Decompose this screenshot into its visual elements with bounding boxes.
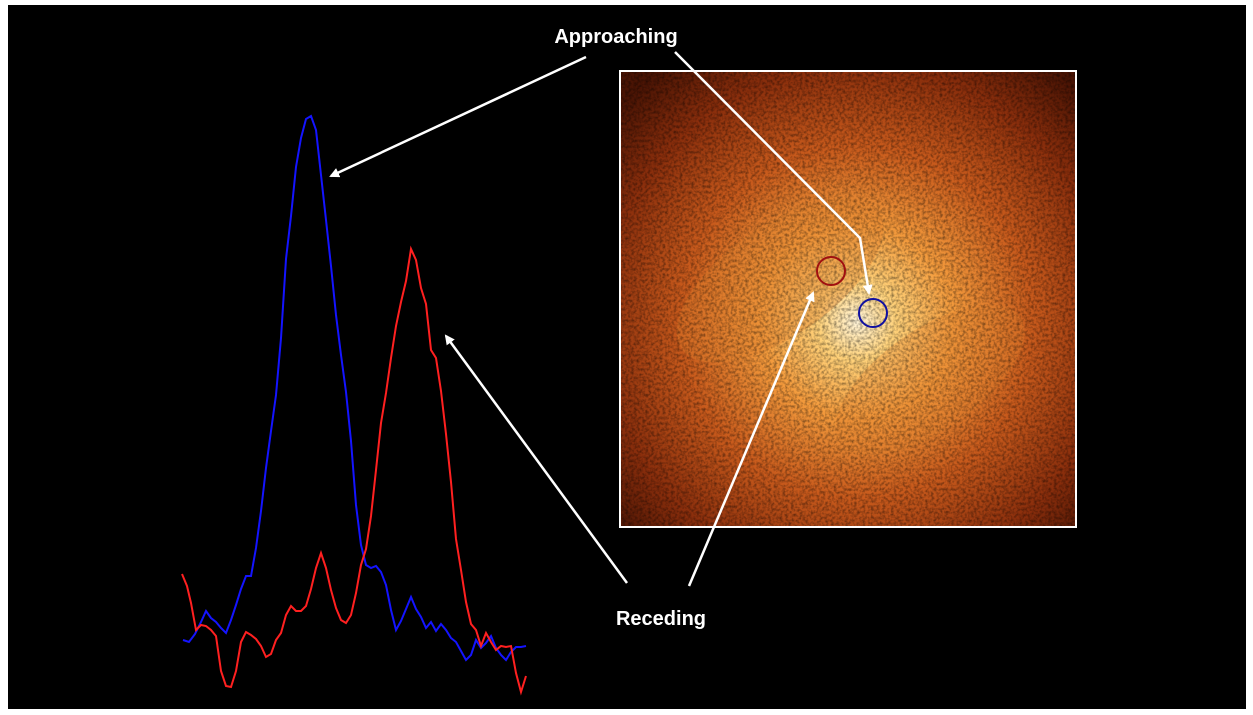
receding-arrow-to-image (687, 291, 815, 587)
approaching-arrow-to-image (674, 51, 873, 295)
receding-arrow-to-spectrum (444, 334, 629, 584)
approaching-arrow-to-spectrum (329, 55, 587, 178)
galaxy-image (619, 70, 1077, 528)
approaching-region-marker (858, 298, 888, 328)
receding-region-marker (816, 256, 846, 286)
image-frame (619, 70, 1077, 528)
receding-spectrum-line (181, 245, 527, 696)
receding-label: Receding (616, 608, 706, 630)
approaching-spectrum-line (182, 114, 527, 662)
approaching-label: Approaching (554, 26, 677, 48)
